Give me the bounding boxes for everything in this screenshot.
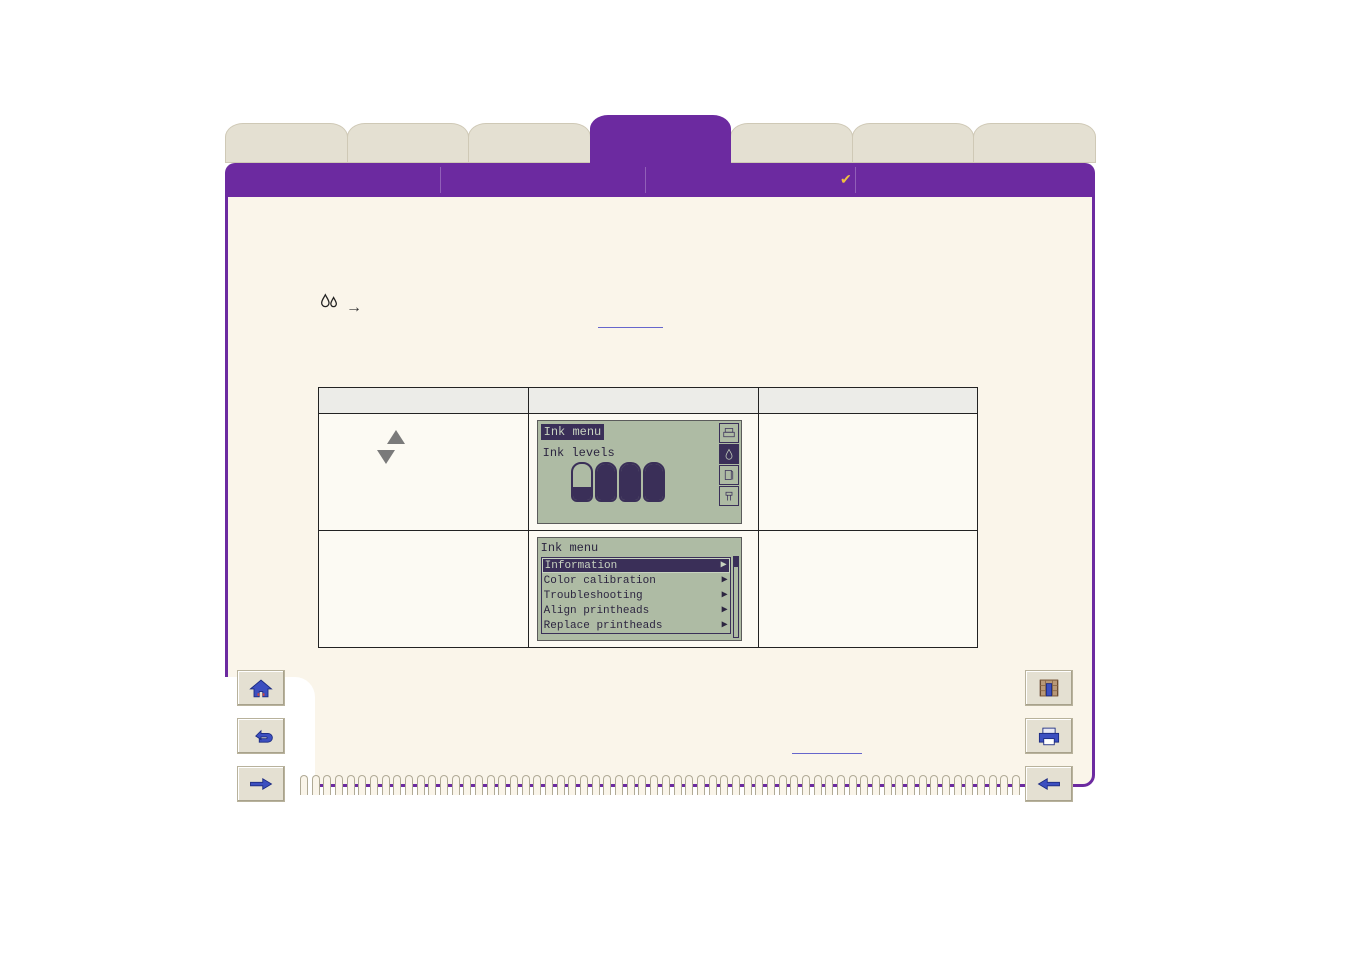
tab-1[interactable] [225, 123, 348, 163]
document-card: ✔ → [225, 115, 1095, 787]
procedure-table: Ink menu Ink levels [318, 387, 978, 648]
tab-7[interactable] [973, 123, 1096, 163]
lcd1-subtitle: Ink levels [543, 446, 738, 460]
updown-icons [387, 430, 520, 444]
menu-item-replace-printheads[interactable]: Replace printheads▶ [542, 618, 730, 633]
back-button[interactable] [237, 718, 285, 754]
cartridge-1 [571, 462, 593, 502]
cartridge-3 [619, 462, 641, 502]
table-header-1 [319, 388, 529, 414]
folder-tabs [225, 115, 1095, 163]
tab-3[interactable] [468, 123, 591, 163]
link-top[interactable] [598, 327, 663, 328]
cartridge-4 [643, 462, 665, 502]
arrow-right-icon: → [346, 299, 362, 317]
table-header-2 [528, 388, 758, 414]
tab-5[interactable] [730, 123, 853, 163]
lcd1-title: Ink menu [541, 424, 605, 440]
tab-2[interactable] [347, 123, 470, 163]
menu-item-align-printheads[interactable]: Align printheads▶ [542, 603, 730, 618]
lcd-ink-menu: Ink menu Information▶ Color calibration▶… [537, 537, 742, 641]
home-button[interactable] [237, 670, 285, 706]
side-icon-printer [719, 423, 739, 443]
tab-4[interactable] [590, 115, 731, 163]
table-row: Ink menu Information▶ Color calibration▶… [319, 531, 978, 648]
check-icon: ✔ [840, 171, 852, 188]
lcd-ink-levels: Ink menu Ink levels [537, 420, 742, 524]
next-button[interactable] [237, 766, 285, 802]
tab-6[interactable] [852, 123, 975, 163]
page-body: → [225, 197, 1095, 787]
header-bar: ✔ [225, 163, 1095, 197]
side-icon-tools [719, 486, 739, 506]
right-toolbar [1025, 670, 1073, 802]
intro-row: → [318, 292, 1032, 317]
lcd-menu: Information▶ Color calibration▶ Troubles… [541, 557, 731, 634]
left-toolbar [237, 670, 285, 802]
lcd2-title: Ink menu [541, 541, 599, 555]
up-arrow-icon [387, 430, 405, 444]
print-button[interactable] [1025, 718, 1073, 754]
menu-item-color-calibration[interactable]: Color calibration▶ [542, 573, 730, 588]
side-icon-ink [719, 444, 739, 464]
table-header-3 [758, 388, 977, 414]
menu-item-troubleshooting[interactable]: Troubleshooting▶ [542, 588, 730, 603]
menu-item-information[interactable]: Information▶ [542, 558, 730, 573]
ink-drops-icon [318, 292, 340, 317]
down-arrow-icon [377, 450, 395, 464]
side-icon-paper [719, 465, 739, 485]
prev-button[interactable] [1025, 766, 1073, 802]
cartridge-2 [595, 462, 617, 502]
spiral-binding [300, 775, 1020, 799]
cartridge-row [571, 462, 738, 502]
lcd-scrollbar [733, 556, 739, 638]
table-row: Ink menu Ink levels [319, 414, 978, 531]
exit-button[interactable] [1025, 670, 1073, 706]
link-bottom[interactable] [792, 753, 862, 754]
